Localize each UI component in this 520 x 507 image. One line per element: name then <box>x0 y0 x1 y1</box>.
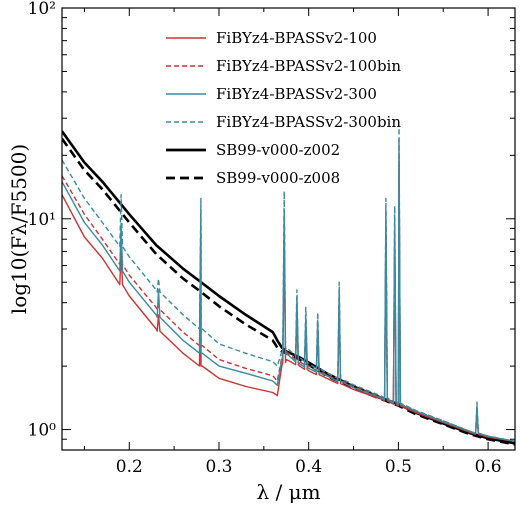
plot-lines <box>62 127 515 446</box>
legend-label: FiBYz4-BPASSv2-300bin <box>216 113 401 131</box>
x-tick-label: 0.5 <box>385 457 412 477</box>
legend: FiBYz4-BPASSv2-100 FiBYz4-BPASSv2-100bin F… <box>166 29 401 187</box>
legend-label: SB99-v000-z002 <box>216 141 340 159</box>
series-line-FiBYz4-BPASSv2-100bin <box>62 154 515 442</box>
legend-label: FiBYz4-BPASSv2-100 <box>216 29 377 47</box>
x-tick-label: 0.6 <box>475 457 502 477</box>
y-tick-label: 10² <box>28 0 56 19</box>
x-tick-label: 0.4 <box>295 457 322 477</box>
plot-frame <box>61 7 516 451</box>
series-line-FiBYz4-BPASSv2-300 <box>62 137 515 442</box>
y-tick-label: 10⁰ <box>28 421 57 441</box>
series-line-FiBYz4-BPASSv2-300bin <box>62 127 515 442</box>
x-tick-label: 0.2 <box>116 457 143 477</box>
x-tick-label: 0.3 <box>205 457 232 477</box>
legend-label: FiBYz4-BPASSv2-300 <box>216 85 377 103</box>
series-line-FiBYz4-BPASSv2-100 <box>62 164 515 442</box>
x-axis-label: λ / μm <box>256 480 320 504</box>
y-axis-label: log10(Fλ/F5500) <box>7 144 31 314</box>
legend-label: FiBYz4-BPASSv2-100bin <box>216 57 401 75</box>
legend-label: SB99-v000-z008 <box>216 169 340 187</box>
axis-ticks: 0.2 0.3 0.4 0.5 0.6 10⁰ 10¹ 10² <box>28 0 515 477</box>
y-tick-label: 10¹ <box>28 210 56 230</box>
